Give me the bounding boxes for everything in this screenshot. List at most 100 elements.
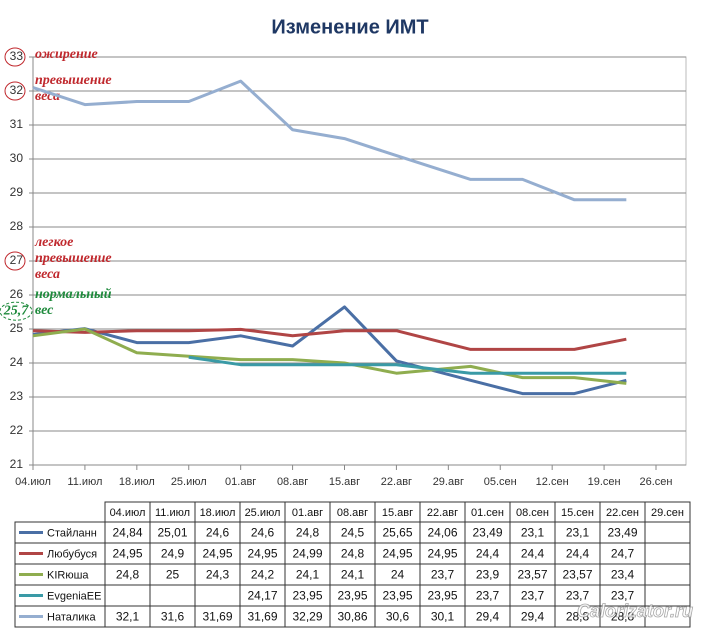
y-tick-label: 30 bbox=[10, 151, 24, 165]
table-cell: 23,57 bbox=[517, 568, 547, 582]
marker-circle bbox=[0, 301, 33, 321]
table-cell: 24,8 bbox=[341, 547, 365, 561]
table-cell: 24,95 bbox=[202, 547, 232, 561]
table-cell: 24,95 bbox=[427, 547, 457, 561]
table-cell: 24 bbox=[391, 568, 405, 582]
annotation-line: вес bbox=[35, 303, 54, 318]
table-header: 04.июл bbox=[110, 507, 146, 519]
table-cell: 24,3 bbox=[206, 568, 230, 582]
table-cell: 23,95 bbox=[427, 589, 457, 603]
table-cell: 24,8 bbox=[296, 526, 320, 540]
table-cell: 23,57 bbox=[562, 568, 592, 582]
table-cell: 24,1 bbox=[296, 568, 320, 582]
x-tick-label: 04.июл bbox=[15, 476, 51, 488]
legend-label: EvgeniaEE bbox=[47, 590, 101, 602]
table-cell: 24,7 bbox=[611, 547, 635, 561]
x-tick-label: 22.авг bbox=[381, 476, 412, 488]
table-cell: 30,6 bbox=[386, 610, 410, 624]
table-cell: 23,7 bbox=[476, 589, 500, 603]
table-cell: 23,7 bbox=[566, 589, 590, 603]
table-cell: 24,4 bbox=[521, 547, 545, 561]
table-cell: 24,95 bbox=[382, 547, 412, 561]
marker-circle bbox=[4, 251, 26, 271]
table-cell: 23,9 bbox=[476, 568, 500, 582]
annotation-line: нормальный bbox=[35, 287, 112, 302]
table-cell: 24,95 bbox=[247, 547, 277, 561]
series-line bbox=[32, 79, 627, 202]
table-cell: 31,6 bbox=[161, 610, 185, 624]
y-tick-label: 21 bbox=[10, 457, 24, 471]
table-cell: 32,29 bbox=[292, 610, 322, 624]
table-cell: 29,4 bbox=[476, 610, 500, 624]
series-line bbox=[32, 305, 627, 396]
table-cell: 24,4 bbox=[566, 547, 590, 561]
x-tick-label: 12.сен bbox=[536, 476, 569, 488]
series-line bbox=[32, 327, 627, 351]
table-cell: 23,7 bbox=[431, 568, 455, 582]
y-tick-label: 23 bbox=[10, 389, 24, 403]
annotation: ожирение bbox=[35, 47, 98, 62]
y-tick-label: 32 bbox=[10, 83, 24, 97]
y-tick-label: 24 bbox=[10, 355, 24, 369]
table-cell: 25,65 bbox=[382, 526, 412, 540]
y-tick-label: 28 bbox=[10, 219, 24, 233]
table-cell: 28,8 bbox=[611, 610, 635, 624]
table-cell: 31,69 bbox=[247, 610, 277, 624]
table-cell: 24,6 bbox=[251, 526, 275, 540]
table-header: 15.сен bbox=[561, 507, 594, 519]
table-cell: 23,49 bbox=[472, 526, 502, 540]
legend-label: Любубуся bbox=[47, 548, 97, 560]
table-cell: 24,6 bbox=[206, 526, 230, 540]
series-line bbox=[32, 327, 627, 385]
table-cell: 31,69 bbox=[202, 610, 232, 624]
table-header: 22.сен bbox=[606, 507, 639, 519]
table-cell: 23,7 bbox=[521, 589, 545, 603]
table-cell: 24,2 bbox=[251, 568, 275, 582]
x-tick-label: 11.июл bbox=[67, 476, 102, 488]
table-header: 29.сен bbox=[651, 507, 684, 519]
y-tick-label: 22 bbox=[10, 423, 24, 437]
annotation-line: веса bbox=[35, 267, 60, 282]
y-tick-label: 25 bbox=[10, 321, 24, 335]
x-tick-label: 01.авг bbox=[225, 476, 256, 488]
table-cell: 24,99 bbox=[292, 547, 322, 561]
x-tick-label: 26.сен bbox=[640, 476, 673, 488]
annotation-line: превышение bbox=[35, 251, 112, 266]
marker-circle bbox=[4, 81, 26, 101]
annotation-line: ожирение bbox=[35, 47, 98, 62]
y-tick-label: 29 bbox=[10, 185, 24, 199]
y-tick-label: 33 bbox=[10, 49, 24, 63]
x-tick-label: 05.сен bbox=[484, 476, 517, 488]
table-header: 01.сен bbox=[471, 507, 504, 519]
annotation-line: легкое bbox=[34, 235, 73, 250]
table-cell: 23,1 bbox=[566, 526, 590, 540]
y-tick-label: 31 bbox=[10, 117, 24, 131]
y-tick-label: 27 bbox=[10, 253, 24, 267]
table-cell: 24,84 bbox=[112, 526, 142, 540]
table-cell: 25 bbox=[166, 568, 180, 582]
x-tick-label: 08.авг bbox=[277, 476, 308, 488]
annotation: нормальный вес bbox=[35, 287, 112, 318]
table-cell: 30,86 bbox=[337, 610, 367, 624]
watermark: Calorizator.ru bbox=[577, 601, 693, 621]
table-cell: 23,49 bbox=[607, 526, 637, 540]
table-cell: 28,8 bbox=[566, 610, 590, 624]
annotation-line: превышение bbox=[35, 73, 112, 88]
table-header: 22.авг bbox=[427, 507, 458, 519]
marker-label: 25,7 bbox=[3, 303, 30, 318]
table-cell: 24,95 bbox=[112, 547, 142, 561]
table-cell: 23,4 bbox=[611, 568, 635, 582]
table-header: 01.авг bbox=[292, 507, 323, 519]
table-cell: 29,4 bbox=[521, 610, 545, 624]
x-tick-label: 18.июл bbox=[119, 476, 155, 488]
x-tick-label: 15.авг bbox=[329, 476, 360, 488]
table-cell: 23,1 bbox=[521, 526, 545, 540]
table-cell: 30,1 bbox=[431, 610, 455, 624]
x-tick-label: 25.июл bbox=[171, 476, 207, 488]
table-header: 08.авг bbox=[337, 507, 368, 519]
annotation: легкое превышение веса bbox=[34, 235, 112, 282]
table-cell: 23,7 bbox=[611, 589, 635, 603]
x-tick-label: 19.сен bbox=[588, 476, 621, 488]
table-cell: 23,95 bbox=[337, 589, 367, 603]
